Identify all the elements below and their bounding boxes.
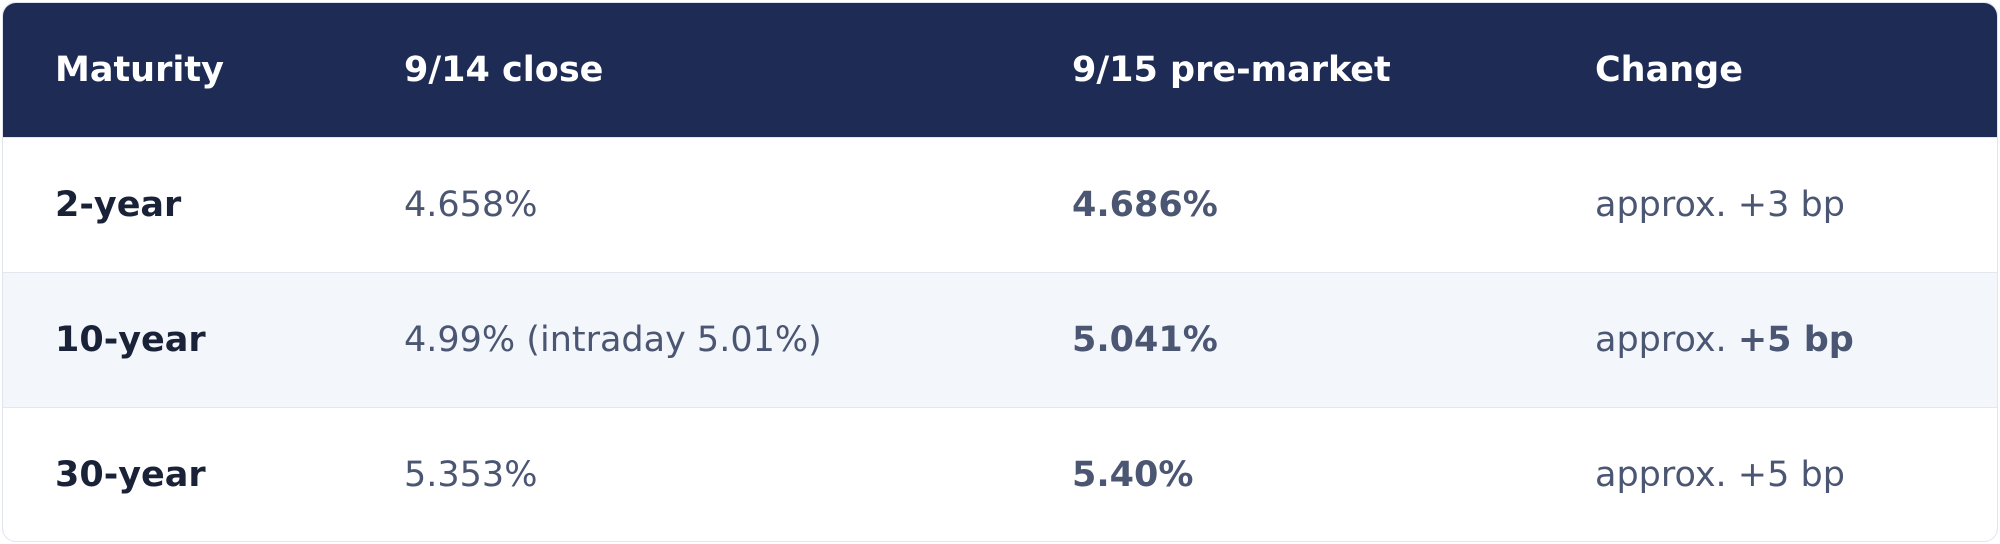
header-cell: 9/14 close <box>404 49 604 90</box>
change-text: approx. +3 bp <box>1595 184 1845 225</box>
row: 2-year 4.658% 4.686% approx. +3 bp <box>3 137 1997 272</box>
pre-market: 5.40% <box>1072 454 1194 495</box>
change-bold: +5 bp <box>1737 319 1854 360</box>
table-header: Maturity 9/14 close 9/15 pre-market Chan… <box>3 3 1997 137</box>
close: 4.658% <box>404 184 538 225</box>
table-body: 2-year 4.658% 4.686% approx. +3 bp 10-ye… <box>3 137 1997 541</box>
change: approx. +5 bp <box>1543 407 1997 541</box>
pre-market: 5.041% <box>1072 319 1218 360</box>
header-cell: 9/15 pre-market <box>1072 49 1391 90</box>
header-row: Maturity 9/14 close 9/15 pre-market Chan… <box>3 3 1997 137</box>
header-cell: Change <box>1595 49 1743 90</box>
header-cell: Maturity <box>55 49 224 90</box>
row: 10-year 4.99% (intraday 5.01%) 5.041% ap… <box>3 272 1997 407</box>
change: approx. +3 bp <box>1543 137 1997 272</box>
change-text: approx. +5 bp <box>1595 454 1845 495</box>
maturity: 2-year <box>55 184 182 225</box>
change-text: approx. <box>1595 319 1727 360</box>
close: 5.353% <box>404 454 538 495</box>
pre-market: 4.686% <box>1072 184 1218 225</box>
maturity: 10-year <box>55 319 206 360</box>
row: 30-year 5.353% 5.40% approx. +5 bp <box>3 407 1997 541</box>
yield-table: Maturity 9/14 close 9/15 pre-market Chan… <box>3 3 1997 541</box>
close: 4.99% (intraday 5.01%) <box>404 319 822 360</box>
maturity: 30-year <box>55 454 206 495</box>
change: approx. +5 bp <box>1543 272 1997 407</box>
